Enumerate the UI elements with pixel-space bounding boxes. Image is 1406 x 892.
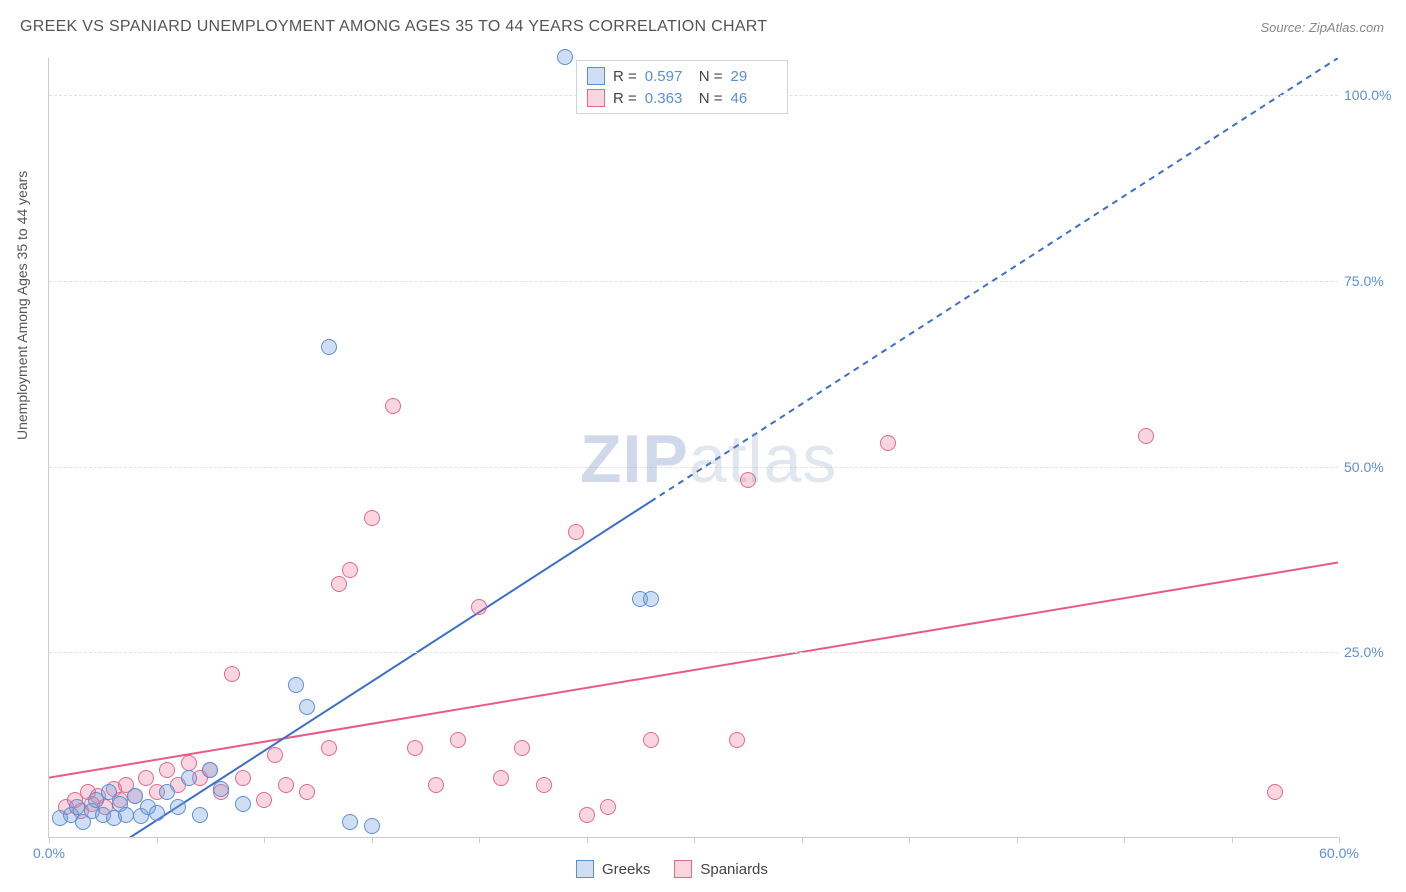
x-tick xyxy=(587,837,588,843)
swatch-spaniards-icon xyxy=(674,860,692,878)
trend-lines-svg xyxy=(49,58,1338,837)
spaniard-point xyxy=(471,599,487,615)
x-tick xyxy=(49,837,50,843)
x-tick xyxy=(1124,837,1125,843)
greek-point xyxy=(69,799,85,815)
x-tick xyxy=(909,837,910,843)
y-tick-label: 50.0% xyxy=(1344,459,1400,475)
greek-point xyxy=(159,784,175,800)
greek-point xyxy=(213,781,229,797)
y-tick-label: 75.0% xyxy=(1344,273,1400,289)
greek-point xyxy=(192,807,208,823)
x-tick xyxy=(1339,837,1340,843)
legend-row-spaniards: R = 0.363 N = 46 xyxy=(587,87,777,109)
greek-point xyxy=(643,591,659,607)
x-tick xyxy=(479,837,480,843)
spaniard-point xyxy=(364,510,380,526)
greek-point xyxy=(321,339,337,355)
source-attribution: Source: ZipAtlas.com xyxy=(1260,20,1384,35)
greek-point xyxy=(299,699,315,715)
spaniard-point xyxy=(1267,784,1283,800)
spaniard-point xyxy=(224,666,240,682)
correlation-legend: R = 0.597 N = 29 R = 0.363 N = 46 xyxy=(576,60,788,114)
spaniard-point xyxy=(278,777,294,793)
y-tick-label: 100.0% xyxy=(1344,87,1400,103)
spaniard-point xyxy=(138,770,154,786)
spaniard-point xyxy=(342,562,358,578)
greek-point xyxy=(149,805,165,821)
gridline xyxy=(49,281,1338,282)
greek-point xyxy=(557,49,573,65)
n-value-greeks: 29 xyxy=(731,68,777,85)
greek-point xyxy=(364,818,380,834)
swatch-greeks-icon xyxy=(576,860,594,878)
spaniard-point xyxy=(267,747,283,763)
spaniard-point xyxy=(740,472,756,488)
spaniard-point xyxy=(385,398,401,414)
spaniard-point xyxy=(880,435,896,451)
spaniard-point xyxy=(321,740,337,756)
spaniard-point xyxy=(159,762,175,778)
legend-row-greeks: R = 0.597 N = 29 xyxy=(587,65,777,87)
chart-title: GREEK VS SPANIARD UNEMPLOYMENT AMONG AGE… xyxy=(20,18,767,36)
spaniard-point xyxy=(729,732,745,748)
x-tick xyxy=(1017,837,1018,843)
spaniard-point xyxy=(568,524,584,540)
y-axis-label: Unemployment Among Ages 35 to 44 years xyxy=(14,171,30,440)
greek-point xyxy=(342,814,358,830)
greek-point xyxy=(235,796,251,812)
spaniard-point xyxy=(331,576,347,592)
r-value-greeks: 0.597 xyxy=(645,68,691,85)
x-tick xyxy=(694,837,695,843)
spaniard-point xyxy=(643,732,659,748)
gridline xyxy=(49,467,1338,468)
greek-point xyxy=(170,799,186,815)
n-value-spaniards: 46 xyxy=(731,90,777,107)
x-tick xyxy=(1232,837,1233,843)
gridline xyxy=(49,652,1338,653)
spaniard-point xyxy=(256,792,272,808)
greek-point xyxy=(288,677,304,693)
spaniard-point xyxy=(579,807,595,823)
spaniard-point xyxy=(493,770,509,786)
series-legend: Greeks Spaniards xyxy=(576,860,768,878)
plot-area: 25.0%50.0%75.0%100.0%0.0%60.0% xyxy=(48,58,1338,838)
greek-point xyxy=(118,807,134,823)
spaniard-point xyxy=(428,777,444,793)
spaniard-point xyxy=(450,732,466,748)
x-tick xyxy=(264,837,265,843)
x-tick-label: 0.0% xyxy=(33,845,65,861)
x-tick xyxy=(372,837,373,843)
swatch-spaniards xyxy=(587,89,605,107)
legend-item-spaniards: Spaniards xyxy=(674,860,768,878)
greek-point xyxy=(202,762,218,778)
swatch-greeks xyxy=(587,67,605,85)
legend-item-greeks: Greeks xyxy=(576,860,650,878)
spaniard-point xyxy=(235,770,251,786)
legend-label-spaniards: Spaniards xyxy=(700,861,768,878)
spaniard-point xyxy=(407,740,423,756)
spaniard-point xyxy=(600,799,616,815)
greek-point xyxy=(181,770,197,786)
spaniard-point xyxy=(536,777,552,793)
legend-label-greeks: Greeks xyxy=(602,861,650,878)
r-value-spaniards: 0.363 xyxy=(645,90,691,107)
y-tick-label: 25.0% xyxy=(1344,644,1400,660)
x-tick xyxy=(157,837,158,843)
spaniard-point xyxy=(181,755,197,771)
spaniard-point xyxy=(299,784,315,800)
x-tick xyxy=(802,837,803,843)
x-tick-label: 60.0% xyxy=(1319,845,1359,861)
spaniard-point xyxy=(514,740,530,756)
spaniard-point xyxy=(1138,428,1154,444)
